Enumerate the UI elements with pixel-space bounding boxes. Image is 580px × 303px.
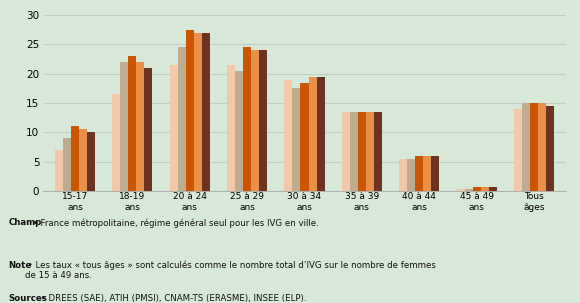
Text: • France métropolitaine, régime général seul pour les IVG en ville.: • France métropolitaine, régime général … <box>30 218 318 228</box>
Bar <box>488 187 496 191</box>
Text: • Les taux « tous âges » sont calculés comme le nombre total d’IVG sur le nombre: • Les taux « tous âges » sont calculés c… <box>26 261 436 281</box>
Bar <box>374 112 382 191</box>
Bar <box>342 112 350 191</box>
Text: • DREES (SAE), ATIH (PMSI), CNAM-TS (ERASME), INSEE (ELP).: • DREES (SAE), ATIH (PMSI), CNAM-TS (ERA… <box>38 294 306 303</box>
Bar <box>514 109 522 191</box>
Bar <box>358 112 366 191</box>
Bar <box>235 71 243 191</box>
Bar <box>481 187 488 191</box>
Bar <box>194 33 202 191</box>
Bar <box>55 150 63 191</box>
Bar <box>259 50 267 191</box>
Bar <box>63 138 71 191</box>
Bar <box>350 112 358 191</box>
Bar <box>309 77 317 191</box>
Bar <box>522 103 530 191</box>
Bar <box>79 129 87 191</box>
Bar <box>465 188 473 191</box>
Bar <box>292 88 300 191</box>
Bar <box>186 30 194 191</box>
Bar <box>202 33 210 191</box>
Bar <box>71 126 79 191</box>
Bar <box>473 187 481 191</box>
Bar <box>136 62 144 191</box>
Bar <box>399 159 407 191</box>
Bar <box>415 156 423 191</box>
Bar <box>87 132 95 191</box>
Bar <box>546 106 554 191</box>
Bar <box>423 156 432 191</box>
Bar <box>366 112 374 191</box>
Bar <box>177 47 186 191</box>
Bar <box>300 82 309 191</box>
Bar <box>243 47 251 191</box>
Text: Champ: Champ <box>9 218 42 227</box>
Bar <box>144 68 153 191</box>
Bar <box>538 103 546 191</box>
Bar <box>121 62 128 191</box>
Text: Sources: Sources <box>9 294 48 303</box>
Bar <box>113 94 121 191</box>
Bar <box>128 56 136 191</box>
Bar <box>432 156 439 191</box>
Bar <box>407 159 415 191</box>
Bar <box>170 65 177 191</box>
Bar <box>284 80 292 191</box>
Bar <box>227 65 235 191</box>
Bar <box>317 77 325 191</box>
Bar <box>251 50 259 191</box>
Bar <box>456 188 465 191</box>
Bar <box>530 103 538 191</box>
Text: Note: Note <box>9 261 32 270</box>
